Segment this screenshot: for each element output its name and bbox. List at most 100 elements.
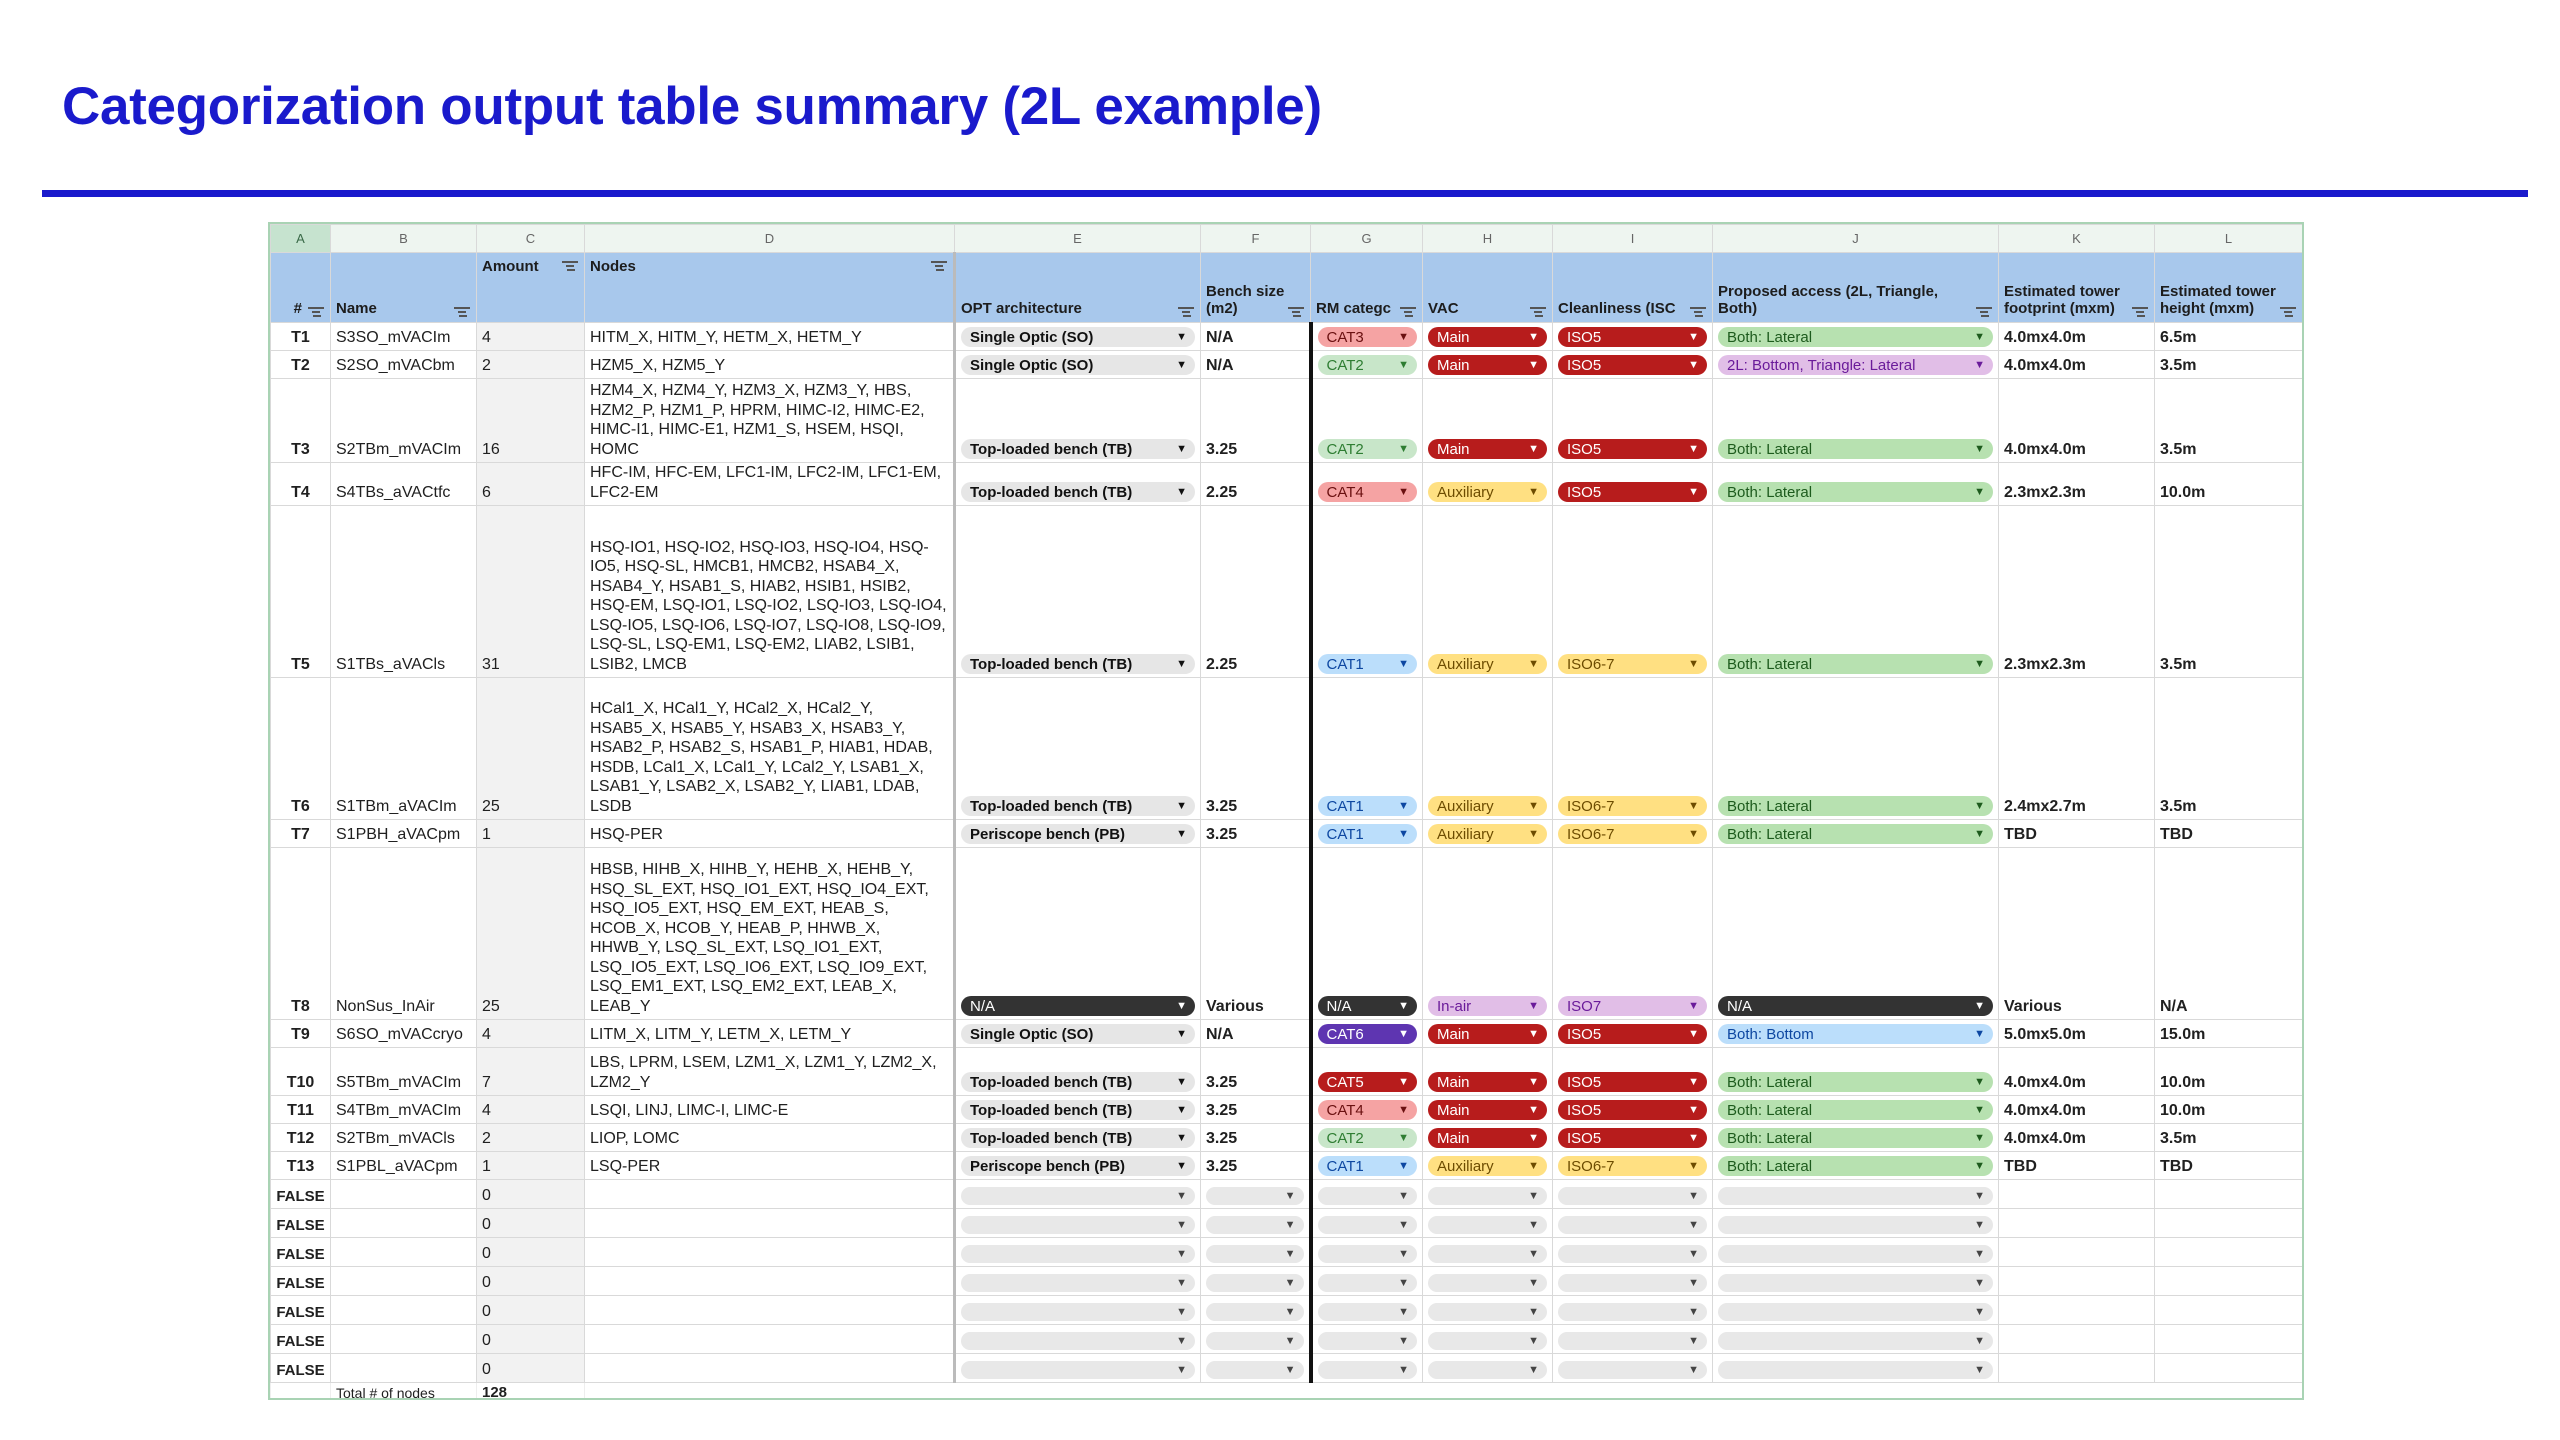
proposed-access-dropdown[interactable]: Both: Lateral ▼: [1718, 824, 1993, 844]
opt-architecture-dropdown[interactable]: ▼: [961, 1245, 1195, 1263]
row-footprint[interactable]: [1998, 1237, 2155, 1267]
rm-category-dropdown[interactable]: CAT1 ▼: [1317, 796, 1417, 816]
row-height[interactable]: 6.5m: [2154, 322, 2302, 351]
row-footprint[interactable]: 4.0mx4.0m: [1998, 378, 2155, 463]
row-height[interactable]: [2154, 1266, 2302, 1296]
row-nodes[interactable]: [584, 1237, 955, 1267]
cleanliness-dropdown[interactable]: ISO5 ▼: [1558, 355, 1707, 375]
chevron-down-icon[interactable]: ▼: [1974, 658, 1985, 670]
chevron-down-icon[interactable]: ▼: [1398, 1104, 1409, 1116]
row-footprint[interactable]: [1998, 1324, 2155, 1354]
row-nodes[interactable]: HCal1_X, HCal1_Y, HCal2_X, HCal2_Y, HSAB…: [584, 677, 955, 820]
row-bench-size[interactable]: N/A: [1200, 322, 1311, 351]
row-amount[interactable]: 31: [476, 505, 585, 678]
chevron-down-icon[interactable]: ▼: [1176, 1160, 1187, 1172]
row-nodes[interactable]: HBSB, HIHB_X, HIHB_Y, HEHB_X, HEHB_Y, HS…: [584, 847, 955, 1020]
cleanliness-dropdown[interactable]: ISO7 ▼: [1558, 996, 1707, 1016]
chevron-down-icon[interactable]: ▼: [1398, 331, 1409, 343]
chevron-down-icon[interactable]: ▼: [1974, 1364, 1985, 1376]
row-bench-size[interactable]: 3.25: [1200, 1047, 1311, 1096]
header-nodes[interactable]: Nodes: [584, 252, 955, 323]
chevron-down-icon[interactable]: ▼: [1528, 1000, 1539, 1012]
chevron-down-icon[interactable]: ▼: [1688, 800, 1699, 812]
row-footprint[interactable]: 4.0mx4.0m: [1998, 350, 2155, 379]
chevron-down-icon[interactable]: ▼: [1398, 1190, 1409, 1202]
row-amount[interactable]: 0: [476, 1266, 585, 1296]
row-number[interactable]: T6: [270, 677, 331, 820]
row-amount[interactable]: 0: [476, 1179, 585, 1209]
row-height[interactable]: 3.5m: [2154, 677, 2302, 820]
row-amount[interactable]: 4: [476, 1095, 585, 1124]
proposed-access-dropdown[interactable]: Both: Bottom ▼: [1718, 1024, 1993, 1044]
row-footprint[interactable]: [1998, 1208, 2155, 1238]
chevron-down-icon[interactable]: ▼: [1688, 1132, 1699, 1144]
row-nodes[interactable]: HSQ-IO1, HSQ-IO2, HSQ-IO3, HSQ-IO4, HSQ-…: [584, 505, 955, 678]
chevron-down-icon[interactable]: ▼: [1398, 1160, 1409, 1172]
proposed-access-dropdown[interactable]: Both: Lateral ▼: [1718, 1156, 1993, 1176]
chevron-down-icon[interactable]: ▼: [1176, 1335, 1187, 1347]
vac-dropdown[interactable]: Main ▼: [1428, 327, 1547, 347]
row-height[interactable]: 3.5m: [2154, 378, 2302, 463]
row-number[interactable]: FALSE: [270, 1266, 331, 1296]
vac-dropdown[interactable]: ▼: [1428, 1245, 1547, 1263]
proposed-access-dropdown[interactable]: Both: Lateral ▼: [1718, 1072, 1993, 1092]
column-header-e[interactable]: E: [954, 224, 1201, 253]
chevron-down-icon[interactable]: ▼: [1688, 1219, 1699, 1231]
chevron-down-icon[interactable]: ▼: [1398, 486, 1409, 498]
bench-size-dropdown[interactable]: ▼: [1206, 1332, 1304, 1350]
row-number[interactable]: T4: [270, 462, 331, 506]
row-amount[interactable]: 4: [476, 322, 585, 351]
opt-architecture-dropdown[interactable]: Single Optic (SO) ▼: [961, 327, 1195, 347]
row-amount[interactable]: 25: [476, 677, 585, 820]
column-header-a[interactable]: A: [270, 224, 331, 253]
row-amount[interactable]: 0: [476, 1208, 585, 1238]
row-amount[interactable]: 1: [476, 819, 585, 848]
row-amount[interactable]: 6: [476, 462, 585, 506]
header-num[interactable]: #: [270, 252, 331, 323]
row-number[interactable]: T13: [270, 1151, 331, 1180]
chevron-down-icon[interactable]: ▼: [1528, 1219, 1539, 1231]
row-number[interactable]: FALSE: [270, 1324, 331, 1354]
chevron-down-icon[interactable]: ▼: [1688, 1248, 1699, 1260]
cleanliness-dropdown[interactable]: ISO6-7 ▼: [1558, 654, 1707, 674]
chevron-down-icon[interactable]: ▼: [1398, 658, 1409, 670]
cleanliness-dropdown[interactable]: ISO6-7 ▼: [1558, 824, 1707, 844]
chevron-down-icon[interactable]: ▼: [1974, 1104, 1985, 1116]
chevron-down-icon[interactable]: ▼: [1688, 1335, 1699, 1347]
opt-architecture-dropdown[interactable]: Single Optic (SO) ▼: [961, 1024, 1195, 1044]
chevron-down-icon[interactable]: ▼: [1176, 1076, 1187, 1088]
bench-size-dropdown[interactable]: ▼: [1206, 1216, 1304, 1234]
opt-architecture-dropdown[interactable]: Single Optic (SO) ▼: [961, 355, 1195, 375]
row-amount[interactable]: 0: [476, 1353, 585, 1383]
column-header-f[interactable]: F: [1200, 224, 1311, 253]
row-number[interactable]: FALSE: [270, 1208, 331, 1238]
row-nodes[interactable]: LIOP, LOMC: [584, 1123, 955, 1152]
column-header-j[interactable]: J: [1712, 224, 1999, 253]
proposed-access-dropdown[interactable]: ▼: [1718, 1216, 1993, 1234]
vac-dropdown[interactable]: Auxiliary ▼: [1428, 796, 1547, 816]
row-amount[interactable]: 0: [476, 1295, 585, 1325]
row-name[interactable]: [330, 1324, 477, 1354]
row-bench-size[interactable]: 2.25: [1200, 462, 1311, 506]
row-footprint[interactable]: 2.4mx2.7m: [1998, 677, 2155, 820]
row-height[interactable]: [2154, 1324, 2302, 1354]
header-amount[interactable]: Amount: [476, 252, 585, 323]
row-height[interactable]: 3.5m: [2154, 505, 2302, 678]
row-footprint[interactable]: 4.0mx4.0m: [1998, 1123, 2155, 1152]
chevron-down-icon[interactable]: ▼: [1528, 828, 1539, 840]
bench-size-dropdown[interactable]: ▼: [1206, 1303, 1304, 1321]
chevron-down-icon[interactable]: ▼: [1528, 486, 1539, 498]
row-number[interactable]: T10: [270, 1047, 331, 1096]
row-height[interactable]: 3.5m: [2154, 350, 2302, 379]
row-number[interactable]: FALSE: [270, 1295, 331, 1325]
chevron-down-icon[interactable]: ▼: [1176, 1277, 1187, 1289]
rm-category-dropdown[interactable]: CAT2 ▼: [1317, 355, 1417, 375]
header-bench[interactable]: Bench size (m2): [1200, 252, 1311, 323]
row-nodes[interactable]: [584, 1324, 955, 1354]
row-nodes[interactable]: [584, 1208, 955, 1238]
row-bench-size[interactable]: 3.25: [1200, 378, 1311, 463]
chevron-down-icon[interactable]: ▼: [1284, 1219, 1296, 1231]
chevron-down-icon[interactable]: ▼: [1176, 1190, 1187, 1202]
bench-size-dropdown[interactable]: ▼: [1206, 1361, 1304, 1379]
row-name[interactable]: S4TBs_aVACtfc: [330, 462, 477, 506]
